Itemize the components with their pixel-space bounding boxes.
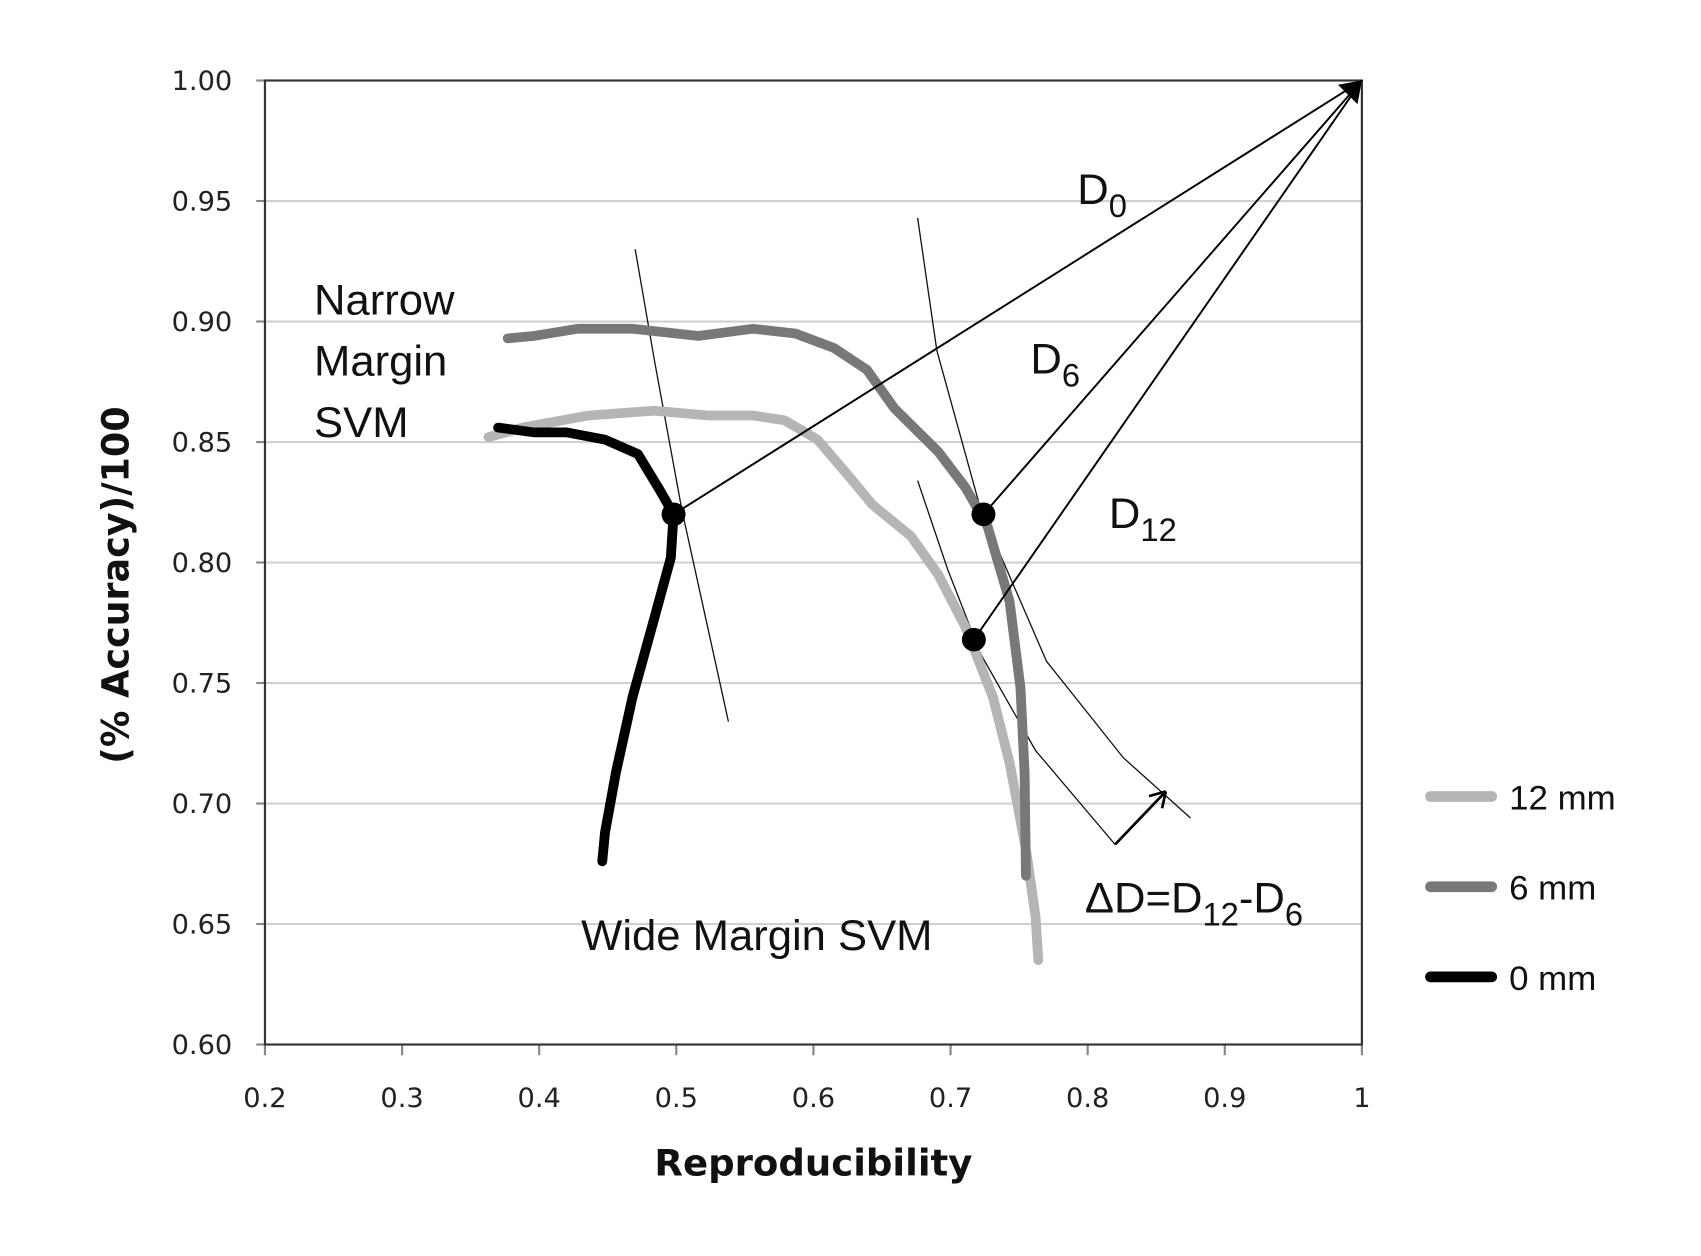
plot-frame: [263, 79, 1363, 1046]
delta-b: -D: [1239, 875, 1285, 923]
annotation-narrow-1: Narrow: [314, 277, 455, 325]
annotation-wide-margin: Wide Margin SVM: [581, 912, 932, 960]
x-tick-label: 0.2: [243, 1083, 286, 1114]
target-arrowhead: [1337, 80, 1362, 105]
label-d0: D0: [1077, 166, 1127, 224]
label-d6-sub: 6: [1062, 358, 1080, 394]
x-axis-title: Reproducibility: [654, 1142, 972, 1185]
series-lines: [483, 323, 1044, 965]
legend-label: 0 mm: [1509, 960, 1596, 998]
label-d0-main: D: [1077, 166, 1108, 214]
legend-label: 6 mm: [1509, 870, 1596, 908]
delta-sub2: 6: [1285, 897, 1303, 933]
y-tick-label: 0.90: [172, 307, 233, 338]
y-tick-label: 0.65: [172, 910, 233, 941]
y-tick-labels: 0.60 0.65 0.70 0.75 0.80 0.85 0.90 0.95 1.00: [172, 66, 233, 1061]
x-tick-label: 0.5: [655, 1083, 698, 1114]
highlight-point: [661, 502, 686, 527]
y-tick-label: 0.95: [172, 187, 233, 218]
distance-lines: [673, 79, 1363, 641]
y-tick-label: 0.75: [172, 669, 233, 700]
series-line-6mm: [502, 323, 1031, 881]
iso-distance-arcs: [634, 217, 1191, 845]
distance-line: [673, 79, 1363, 516]
delta-a: ΔD=D: [1085, 875, 1203, 923]
label-d6: D6: [1030, 336, 1080, 394]
x-tick-label: 0.7: [929, 1083, 972, 1114]
series-line-12mm: [483, 405, 1044, 965]
annotation-narrow-3: SVM: [314, 399, 408, 447]
x-tick-label: 0.3: [380, 1083, 423, 1114]
x-tick-labels: 0.2 0.3 0.4 0.5 0.6 0.7 0.8 0.9 1: [243, 1083, 1370, 1114]
label-d0-sub: 0: [1109, 188, 1127, 224]
legend-label: 12 mm: [1509, 780, 1616, 818]
x-tick-label: 0.8: [1066, 1083, 1109, 1114]
delta-arrowhead: [1160, 791, 1168, 809]
iso-distance-arc: [634, 249, 730, 722]
y-tick-label: 0.80: [172, 548, 233, 579]
delta-sub1: 12: [1203, 897, 1239, 933]
annotation-narrow-2: Margin: [314, 338, 447, 386]
highlight-point: [961, 627, 986, 652]
distance-line: [973, 79, 1363, 641]
delta-arrow: [1114, 790, 1167, 846]
distance-line: [982, 79, 1363, 515]
y-tick-label: 0.85: [172, 428, 233, 459]
x-tick-label: 0.9: [1203, 1083, 1246, 1114]
highlight-point: [971, 502, 996, 527]
highlight-points: [661, 80, 1362, 846]
y-tick-label: 1.00: [172, 66, 233, 97]
label-d12: D12: [1109, 490, 1177, 548]
label-d12-sub: 12: [1140, 512, 1176, 548]
iso-distance-arc: [916, 217, 1191, 819]
y-axis-title: (% Accuracy)/100: [94, 406, 137, 764]
y-tick-label: 0.60: [172, 1030, 233, 1061]
y-tick-label: 0.70: [172, 789, 233, 820]
label-d12-main: D: [1109, 490, 1140, 538]
x-tick-label: 1: [1353, 1083, 1370, 1114]
x-tick-label: 0.6: [792, 1083, 835, 1114]
label-d6-main: D: [1030, 336, 1061, 384]
x-tick-label: 0.4: [518, 1083, 561, 1114]
series-line-0mm: [493, 422, 679, 867]
legend: 12 mm 6 mm 0 mm: [1425, 780, 1616, 998]
gridlines: [256, 79, 1363, 1056]
delta-arrowhead: [1148, 790, 1167, 798]
label-delta-d: ΔD=D12-D6: [1085, 875, 1303, 933]
